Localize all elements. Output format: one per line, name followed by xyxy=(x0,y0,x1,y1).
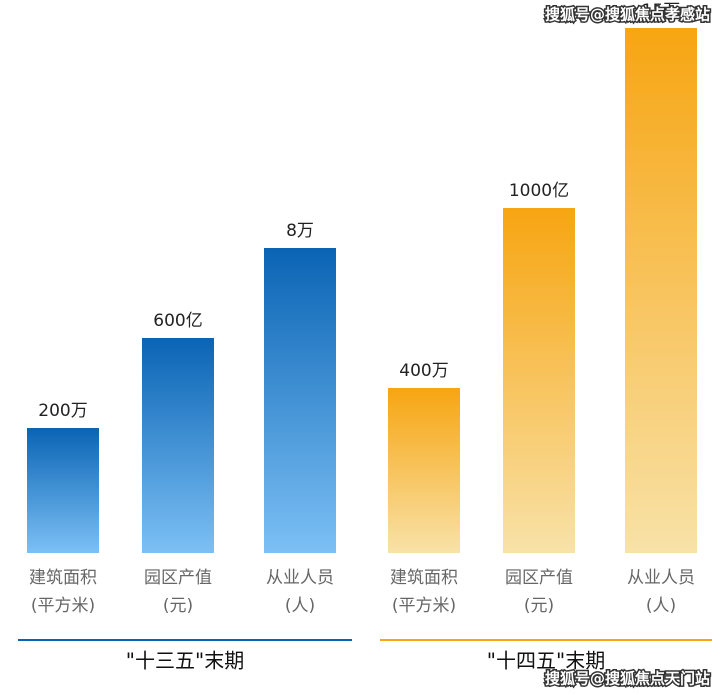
category-label: (平方米) xyxy=(392,596,456,616)
bar xyxy=(142,338,214,553)
value-label: 8万 xyxy=(286,221,314,241)
category-label: 园区产值 xyxy=(144,568,212,588)
category-label: 从业人员 xyxy=(266,568,334,588)
category-label: (元) xyxy=(524,596,554,616)
bar xyxy=(388,388,460,553)
value-label: 400万 xyxy=(399,361,448,381)
bar xyxy=(27,428,99,553)
value-label: 200万 xyxy=(38,401,87,421)
category-label: 从业人员 xyxy=(627,568,695,588)
bar xyxy=(503,208,575,553)
watermark: 搜狐号@搜狐焦点孝感站 xyxy=(545,6,710,24)
group-name: "十四五"末期 xyxy=(487,649,605,673)
category-label: (人) xyxy=(285,596,315,616)
category-label: 建筑面积 xyxy=(29,568,97,588)
value-label: 15万 xyxy=(642,1,681,21)
bar xyxy=(264,248,336,553)
value-label: 600亿 xyxy=(153,311,202,331)
category-label: (人) xyxy=(646,596,676,616)
value-label: 1000亿 xyxy=(509,181,569,201)
category-label: 建筑面积 xyxy=(390,568,458,588)
category-label: 园区产值 xyxy=(505,568,573,588)
group-name: "十三五"末期 xyxy=(126,649,244,673)
category-label: (元) xyxy=(163,596,193,616)
category-label: (平方米) xyxy=(31,596,95,616)
bar xyxy=(625,28,697,553)
watermark: 搜狐号@搜狐焦点天门站 xyxy=(545,670,710,688)
